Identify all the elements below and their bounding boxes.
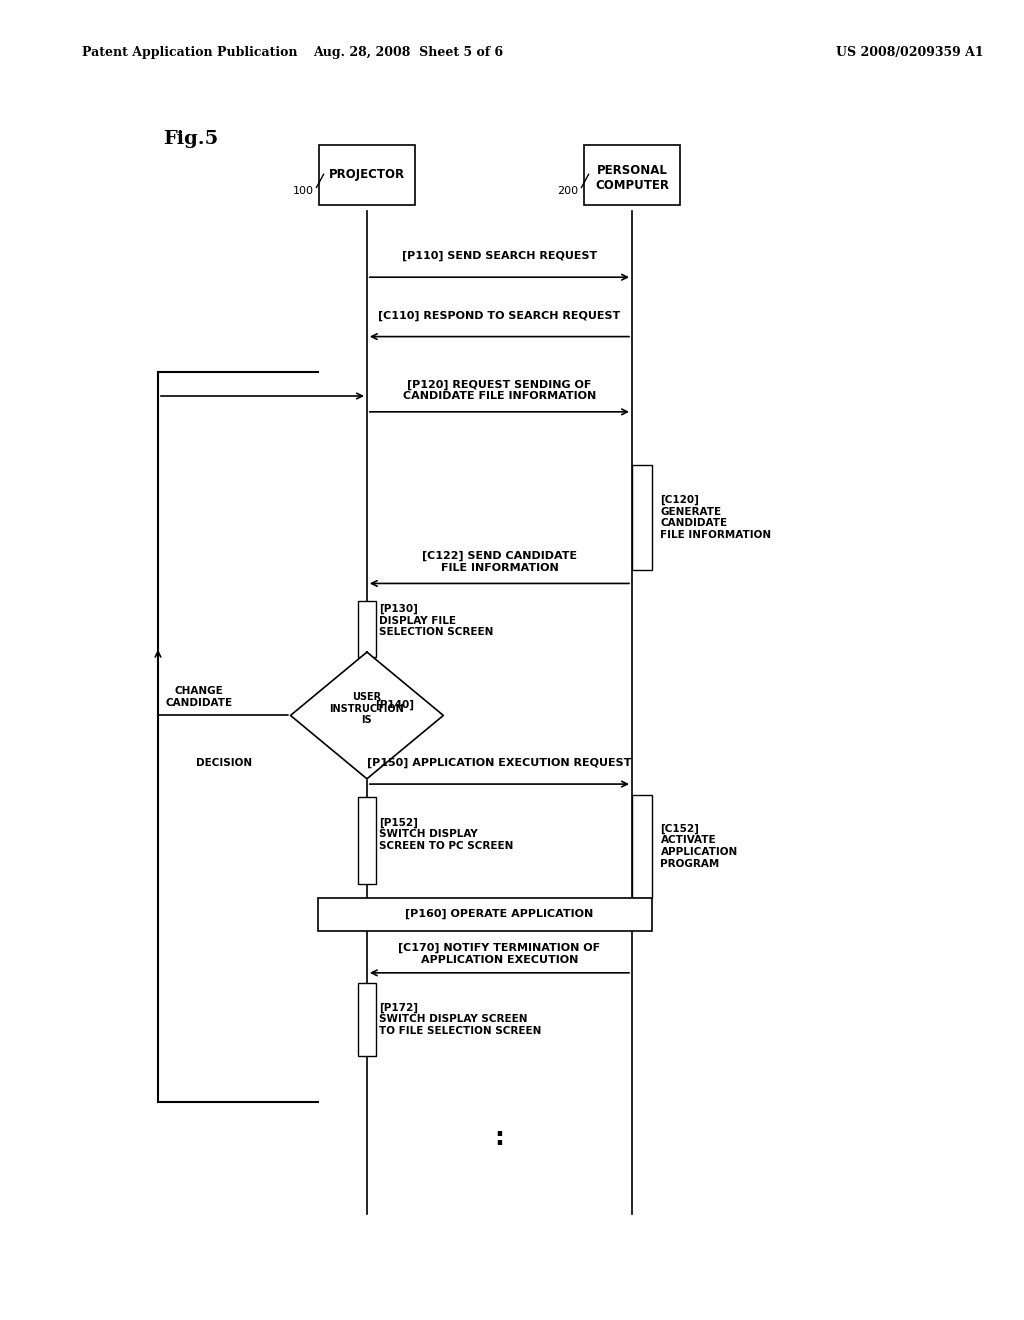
Text: Patent Application Publication: Patent Application Publication [82, 46, 297, 59]
Text: USER
INSTRUCTION
IS: USER INSTRUCTION IS [330, 692, 404, 726]
Text: [C170] NOTIFY TERMINATION OF
APPLICATION EXECUTION: [C170] NOTIFY TERMINATION OF APPLICATION… [398, 942, 600, 965]
FancyBboxPatch shape [357, 983, 376, 1056]
Text: [C122] SEND CANDIDATE
FILE INFORMATION: [C122] SEND CANDIDATE FILE INFORMATION [422, 550, 577, 573]
FancyBboxPatch shape [357, 797, 376, 884]
Text: US 2008/0209359 A1: US 2008/0209359 A1 [836, 46, 983, 59]
Text: DECISION: DECISION [197, 758, 252, 768]
Text: [P120] REQUEST SENDING OF
CANDIDATE FILE INFORMATION: [P120] REQUEST SENDING OF CANDIDATE FILE… [402, 379, 596, 401]
Text: [P140]: [P140] [375, 700, 414, 710]
Text: PROJECTOR: PROJECTOR [329, 168, 404, 181]
Text: [P110] SEND SEARCH REQUEST: [P110] SEND SEARCH REQUEST [401, 251, 597, 261]
Text: Fig.5: Fig.5 [163, 129, 218, 148]
Text: 200: 200 [557, 186, 579, 197]
Text: [C152]
ACTIVATE
APPLICATION
PROGRAM: [C152] ACTIVATE APPLICATION PROGRAM [660, 824, 737, 869]
Text: CHANGE
CANDIDATE: CHANGE CANDIDATE [165, 686, 232, 708]
Text: :: : [495, 1126, 505, 1150]
FancyBboxPatch shape [318, 145, 416, 205]
Text: [P160] OPERATE APPLICATION: [P160] OPERATE APPLICATION [406, 909, 594, 919]
Text: [C110] RESPOND TO SEARCH REQUEST: [C110] RESPOND TO SEARCH REQUEST [378, 310, 621, 321]
Text: [P152]
SWITCH DISPLAY
SCREEN TO PC SCREEN: [P152] SWITCH DISPLAY SCREEN TO PC SCREE… [379, 817, 513, 851]
FancyBboxPatch shape [632, 795, 652, 898]
FancyBboxPatch shape [632, 465, 652, 570]
FancyBboxPatch shape [584, 145, 680, 205]
Text: [C120]
GENERATE
CANDIDATE
FILE INFORMATION: [C120] GENERATE CANDIDATE FILE INFORMATI… [660, 495, 771, 540]
Text: [P150] APPLICATION EXECUTION REQUEST: [P150] APPLICATION EXECUTION REQUEST [368, 758, 632, 768]
FancyBboxPatch shape [318, 898, 652, 931]
FancyBboxPatch shape [357, 601, 376, 657]
Polygon shape [291, 652, 443, 779]
Text: 100: 100 [293, 186, 313, 197]
Text: [P172]
SWITCH DISPLAY SCREEN
TO FILE SELECTION SCREEN: [P172] SWITCH DISPLAY SCREEN TO FILE SEL… [379, 1002, 542, 1036]
Text: Aug. 28, 2008  Sheet 5 of 6: Aug. 28, 2008 Sheet 5 of 6 [312, 46, 503, 59]
Text: PERSONAL
COMPUTER: PERSONAL COMPUTER [595, 164, 669, 193]
Text: [P130]
DISPLAY FILE
SELECTION SCREEN: [P130] DISPLAY FILE SELECTION SCREEN [379, 603, 494, 638]
